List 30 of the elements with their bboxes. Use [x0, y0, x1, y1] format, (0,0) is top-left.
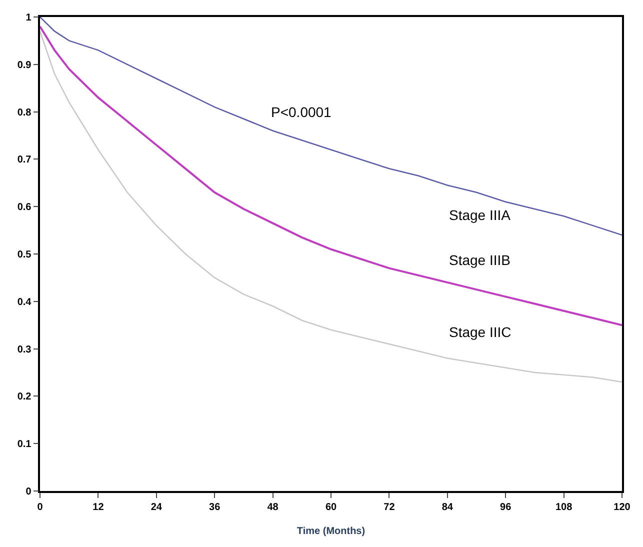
- x-tick-label: 36: [209, 502, 221, 513]
- series-label: Stage IIIC: [449, 324, 512, 340]
- y-tick-label: 0.1: [17, 439, 32, 450]
- line-series: [40, 30, 622, 383]
- y-tick-label: 0.2: [17, 392, 32, 403]
- y-tick-label: 1: [26, 12, 32, 24]
- y-tick-label: 0.3: [17, 344, 32, 356]
- y-tick-label: 0.8: [17, 107, 32, 118]
- y-tick-label: 0.7: [17, 154, 32, 166]
- x-tick-label: 108: [555, 502, 573, 513]
- y-tick-label: 0: [26, 486, 32, 498]
- x-tick-label: 96: [500, 502, 512, 513]
- y-tick-label: 0.6: [17, 202, 32, 214]
- line-series: [40, 17, 622, 236]
- x-tick-label: 72: [384, 502, 396, 513]
- x-tick-label: 60: [325, 502, 337, 513]
- x-tick-label: 12: [92, 502, 104, 513]
- x-tick-label: 84: [442, 502, 454, 513]
- y-tick-label: 0.4: [17, 296, 32, 308]
- x-tick-label: 48: [267, 502, 279, 513]
- y-tick-label: 0.9: [17, 60, 32, 71]
- y-tick-label: 0.5: [17, 250, 32, 260]
- x-tick-label: 24: [150, 502, 162, 513]
- series-label: Stage IIIA: [449, 207, 512, 223]
- x-tick-label: 120: [614, 502, 631, 513]
- annotation: P<0.0001: [271, 104, 332, 120]
- x-tick-label: 0: [37, 502, 44, 513]
- line-series: [40, 25, 622, 326]
- series-label: Stage IIIB: [449, 252, 510, 268]
- x-axis-title: Time (Months): [296, 526, 366, 537]
